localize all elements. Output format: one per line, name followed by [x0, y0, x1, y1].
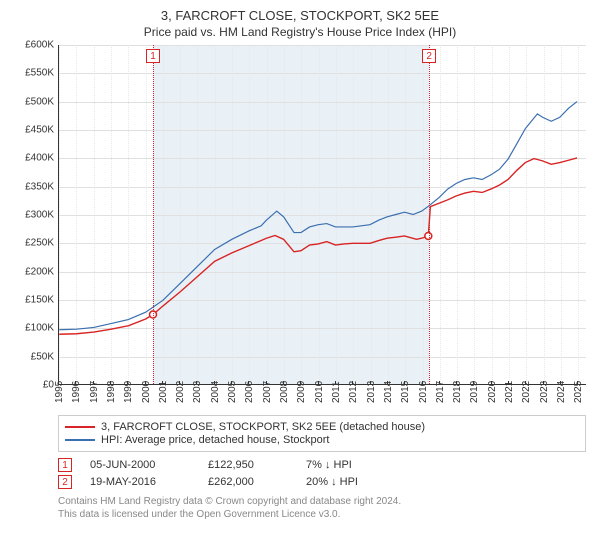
y-tick-label: £550K [25, 68, 54, 79]
x-tick-label: 2019 [469, 381, 480, 403]
y-tick-label: £400K [25, 153, 54, 164]
x-tick-label: 2022 [521, 381, 532, 403]
x-tick-label: 2005 [227, 381, 238, 403]
x-tick-label: 2007 [262, 381, 273, 403]
x-tick-label: 2025 [573, 381, 584, 403]
x-tick-label: 2020 [487, 381, 498, 403]
legend-label: 3, FARCROFT CLOSE, STOCKPORT, SK2 5EE (d… [101, 421, 425, 433]
x-tick-label: 1997 [89, 381, 100, 403]
legend: 3, FARCROFT CLOSE, STOCKPORT, SK2 5EE (d… [58, 415, 586, 452]
marker-vline [153, 45, 154, 384]
series-property [59, 158, 577, 334]
x-tick-label: 1999 [123, 381, 134, 403]
x-tick-label: 2013 [366, 381, 377, 403]
legend-swatch [65, 439, 95, 441]
x-tick-label: 2010 [314, 381, 325, 403]
y-tick-label: £50K [31, 351, 54, 362]
chart-area: £0 £50K £100K £150K £200K £250K £300K £350K £400… [10, 45, 590, 411]
x-tick-label: 2018 [452, 381, 463, 403]
x-tick-label: 2015 [400, 381, 411, 403]
footnote: Contains HM Land Registry data © Crown c… [58, 495, 586, 521]
x-tick-label: 1996 [71, 381, 82, 403]
marker-box: 2 [422, 49, 436, 63]
sales-table: 105-JUN-2000£122,9507% ↓ HPI219-MAY-2016… [58, 458, 586, 489]
x-tick-label: 2003 [192, 381, 203, 403]
y-tick-label: £0 [43, 380, 54, 391]
footnote-line-2: This data is licensed under the Open Gov… [58, 508, 586, 521]
line-svg [59, 45, 586, 384]
y-tick-label: £200K [25, 266, 54, 277]
x-tick-label: 2004 [210, 381, 221, 403]
y-tick-label: £450K [25, 125, 54, 136]
x-tick-label: 2006 [244, 381, 255, 403]
sale-date: 19-MAY-2016 [90, 476, 190, 488]
x-tick-label: 2021 [504, 381, 515, 403]
x-tick-label: 2009 [296, 381, 307, 403]
y-axis: £0£50K£100K£150K£200K£250K£300K£350K£400… [10, 45, 58, 385]
sale-row: 105-JUN-2000£122,9507% ↓ HPI [58, 458, 586, 472]
x-tick-label: 2000 [141, 381, 152, 403]
x-tick-label: 2011 [331, 381, 342, 403]
x-tick-label: 1995 [54, 381, 65, 403]
x-tick-label: 2023 [539, 381, 550, 403]
x-tick-label: 2008 [279, 381, 290, 403]
legend-item: HPI: Average price, detached house, Stoc… [65, 434, 579, 446]
chart-subtitle: Price paid vs. HM Land Registry's House … [10, 25, 590, 39]
y-tick-label: £600K [25, 40, 54, 51]
sale-marker: 1 [58, 458, 72, 472]
x-tick-label: 2002 [175, 381, 186, 403]
sale-pct: £122,950 [208, 459, 288, 471]
y-tick-label: £300K [25, 210, 54, 221]
y-tick-label: £250K [25, 238, 54, 249]
plot-area: 12 [58, 45, 586, 385]
x-tick-label: 2017 [435, 381, 446, 403]
chart-container: 3, FARCROFT CLOSE, STOCKPORT, SK2 5EE Pr… [0, 0, 600, 525]
x-axis: 1995199619971998199920002001200220032004… [58, 385, 586, 411]
legend-label: HPI: Average price, detached house, Stoc… [101, 434, 330, 446]
x-tick-label: 2012 [348, 381, 359, 403]
sale-marker: 2 [58, 475, 72, 489]
chart-title: 3, FARCROFT CLOSE, STOCKPORT, SK2 5EE [10, 8, 590, 23]
sale-row: 219-MAY-2016£262,00020% ↓ HPI [58, 475, 586, 489]
y-tick-label: £350K [25, 181, 54, 192]
y-tick-label: £150K [25, 295, 54, 306]
x-tick-label: 2016 [418, 381, 429, 403]
marker-box: 1 [146, 49, 160, 63]
x-tick-label: 2001 [158, 381, 169, 403]
x-tick-label: 1998 [106, 381, 117, 403]
y-tick-label: £500K [25, 96, 54, 107]
legend-item: 3, FARCROFT CLOSE, STOCKPORT, SK2 5EE (d… [65, 421, 579, 433]
series-hpi [59, 102, 577, 330]
footnote-line-1: Contains HM Land Registry data © Crown c… [58, 495, 586, 508]
x-tick-label: 2014 [383, 381, 394, 403]
x-tick-label: 2024 [556, 381, 567, 403]
marker-vline [429, 45, 430, 384]
sale-pct: £262,000 [208, 476, 288, 488]
y-tick-label: £100K [25, 323, 54, 334]
legend-swatch [65, 426, 95, 428]
sale-date: 05-JUN-2000 [90, 459, 190, 471]
